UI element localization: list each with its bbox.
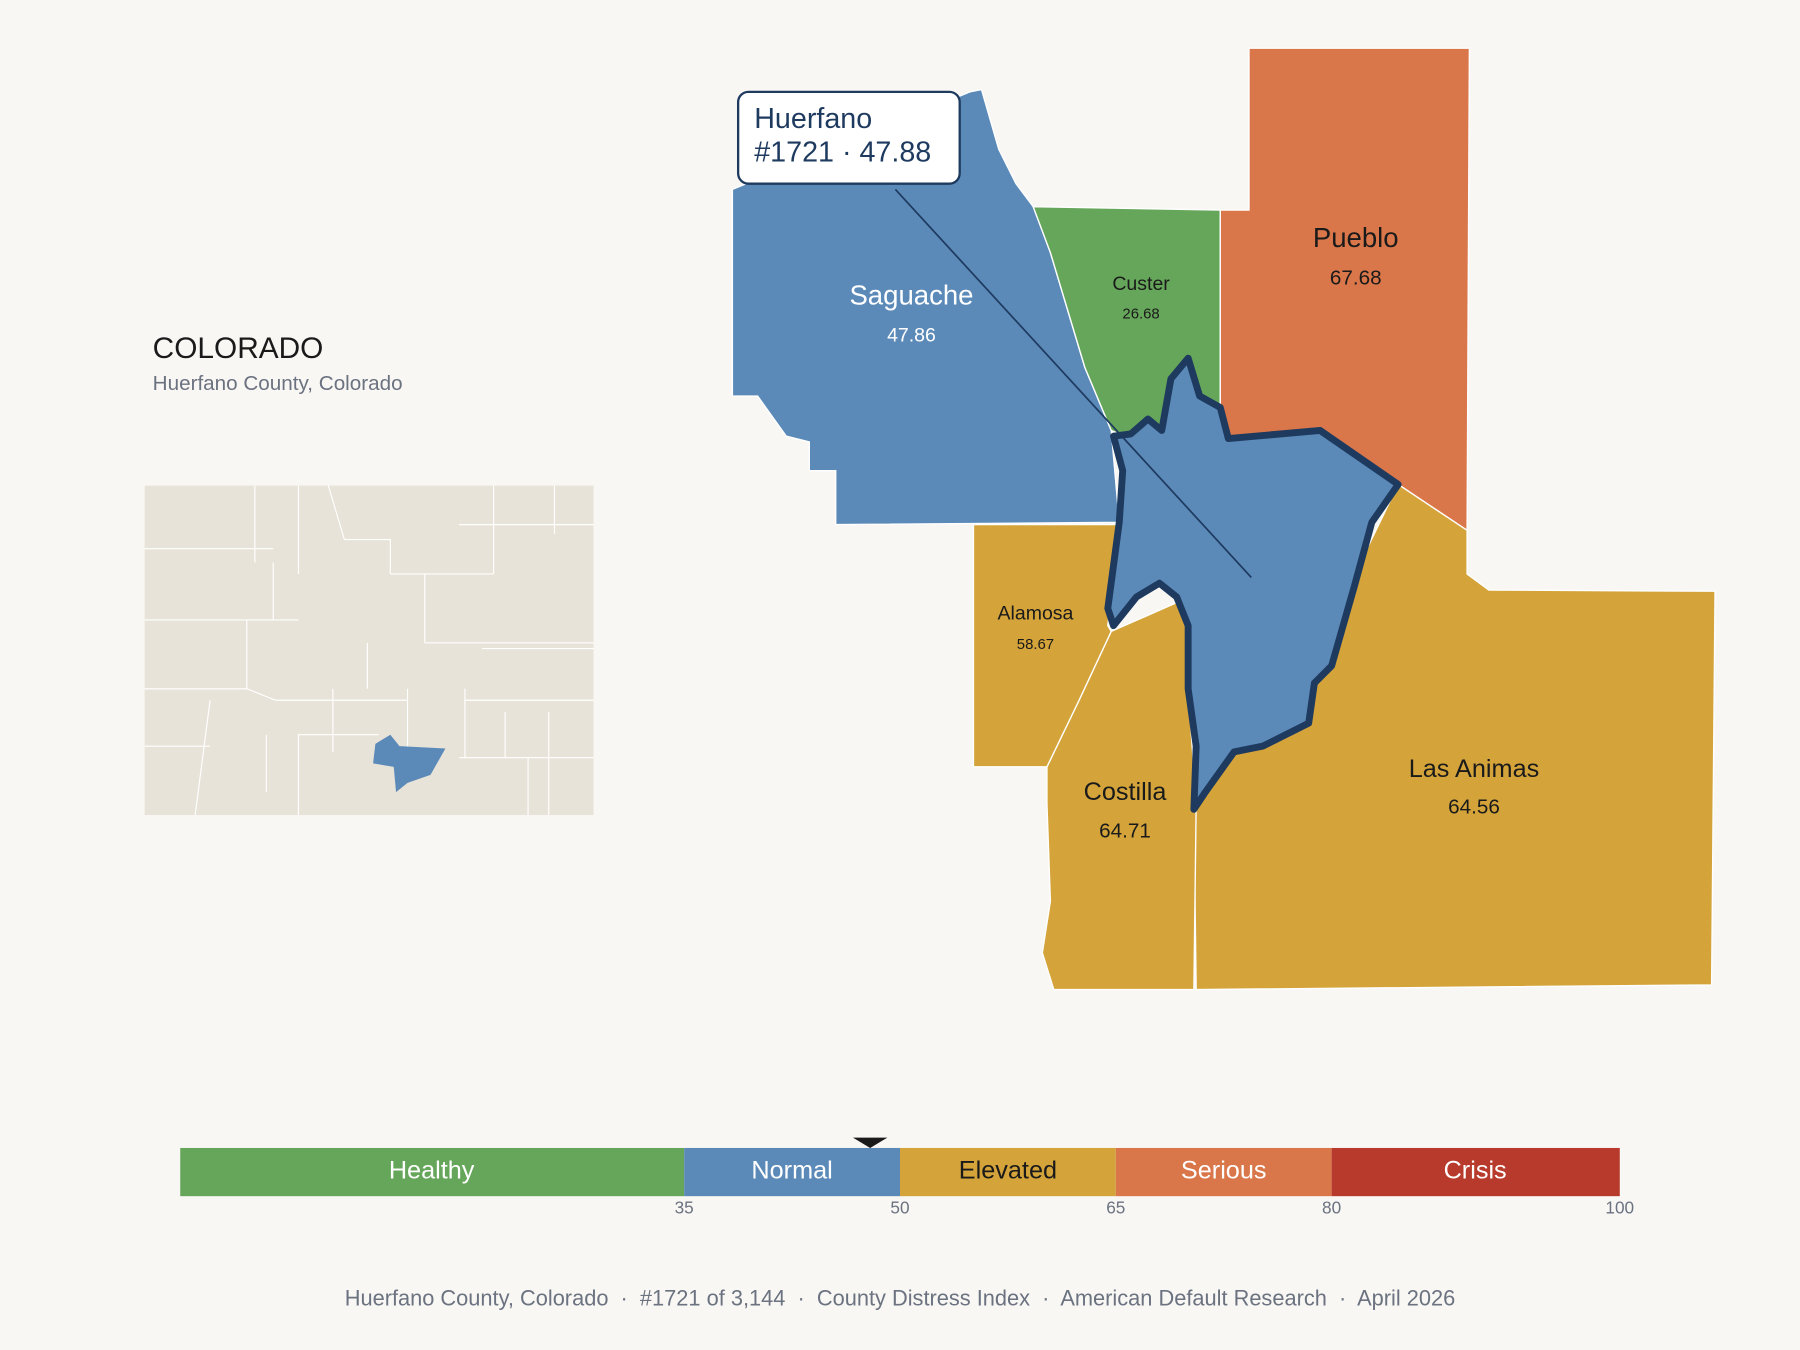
legend-band xyxy=(1331,1147,1620,1197)
county-name: Las Animas xyxy=(1409,755,1540,783)
county-shapes xyxy=(731,47,1716,991)
county-value: 64.56 xyxy=(1448,796,1500,819)
legend-band xyxy=(684,1147,900,1197)
inset-state xyxy=(144,485,594,816)
county-value: 67.68 xyxy=(1330,266,1382,289)
county-name: Alamosa xyxy=(998,602,1074,624)
tooltip: Huerfano #1721 · 47.88 xyxy=(736,90,961,185)
tooltip-leader xyxy=(894,188,1252,579)
tick-label: 100 xyxy=(1605,1197,1634,1217)
band-label: Normal xyxy=(751,1157,832,1185)
state-subtitle: Huerfano County, Colorado xyxy=(153,372,403,395)
county-name: Pueblo xyxy=(1313,222,1399,253)
inset-highlight[interactable] xyxy=(373,734,446,793)
county-name: Costilla xyxy=(1084,778,1168,806)
legend-marker xyxy=(852,1137,888,1148)
tick-label: 50 xyxy=(890,1197,909,1217)
county-huerfano[interactable] xyxy=(1104,354,1402,813)
county-value: 47.86 xyxy=(887,325,936,347)
legend-band xyxy=(900,1147,1116,1197)
band-label: Elevated xyxy=(959,1157,1057,1185)
county-value: 64.71 xyxy=(1099,820,1151,843)
county-value: 58.67 xyxy=(1017,636,1054,653)
county-name: Saguache xyxy=(849,280,973,311)
inset-borders xyxy=(144,485,594,816)
band-label: Crisis xyxy=(1444,1157,1507,1185)
tick-label: 35 xyxy=(675,1197,694,1217)
state-title: COLORADO xyxy=(153,332,324,365)
tooltip-name: Huerfano xyxy=(754,103,872,135)
county-value: 26.68 xyxy=(1122,305,1159,322)
inset-map xyxy=(144,485,594,816)
county-name: Custer xyxy=(1112,273,1170,295)
tick-label: 65 xyxy=(1106,1197,1125,1217)
band-label: Healthy xyxy=(389,1157,475,1185)
county-labels: Saguache 47.86 Custer 26.68 Pueblo 67.68… xyxy=(849,222,1539,843)
tooltip-detail: #1721 · 47.88 xyxy=(754,136,931,168)
tick-label: 80 xyxy=(1322,1197,1341,1217)
footer: Huerfano County, Colorado · #1721 of 3,1… xyxy=(345,1285,1456,1310)
legend-band xyxy=(1115,1147,1332,1197)
tooltip-box xyxy=(736,90,961,185)
legend: Healthy Normal Elevated Serious Crisis 3… xyxy=(180,1137,1634,1217)
legend-band xyxy=(180,1147,685,1197)
band-label: Serious xyxy=(1181,1157,1267,1185)
